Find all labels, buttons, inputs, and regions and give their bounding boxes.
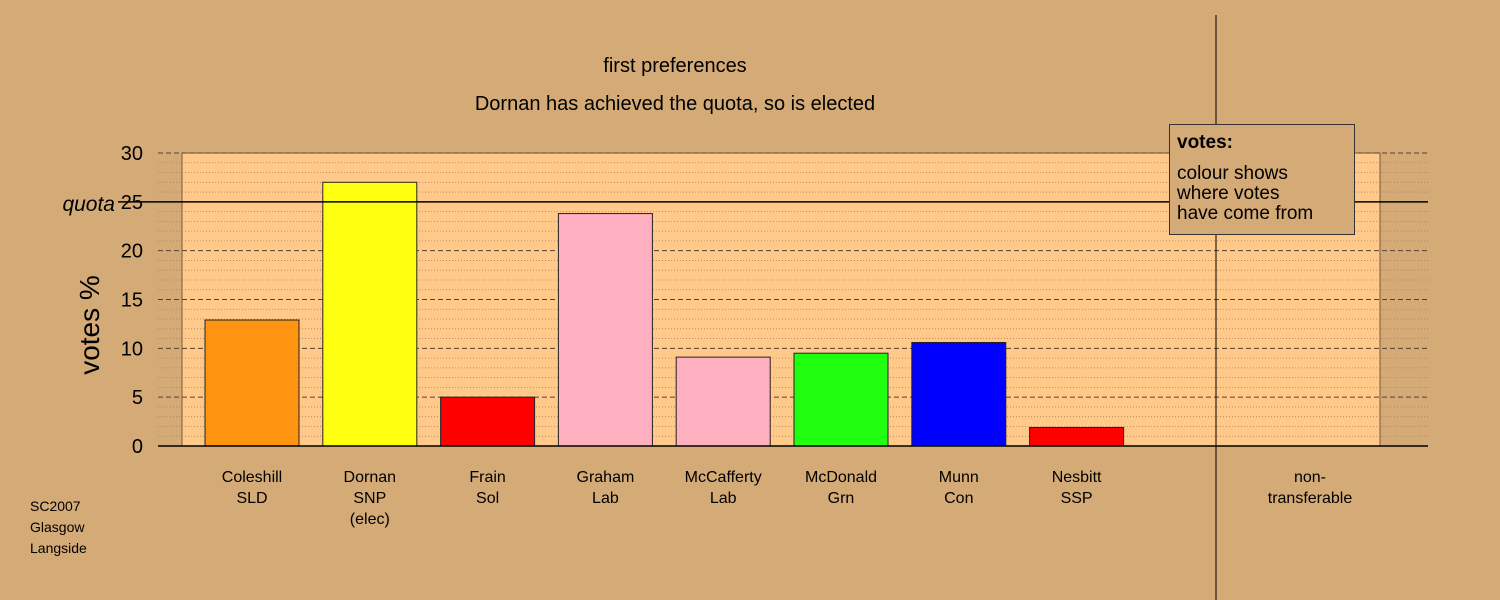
legend-title: votes:	[1177, 132, 1233, 153]
category-label: McDonald	[805, 469, 877, 486]
bar	[322, 181, 418, 447]
category-label: McCafferty	[685, 469, 762, 486]
bar	[675, 356, 771, 447]
chart-title: first preferences	[603, 55, 746, 77]
category-label: SLD	[236, 490, 267, 507]
bar	[440, 396, 536, 447]
bars	[204, 181, 1125, 447]
y-tick-label: 20	[121, 241, 143, 263]
category-label: Munn	[939, 469, 979, 486]
axes: Coleshill SLD Dornan SNP (elec) Frain Sol Graha…	[118, 15, 1428, 600]
bar	[1029, 426, 1125, 447]
bar	[911, 341, 1007, 447]
category-label: Nesbitt	[1052, 469, 1102, 486]
constituency-label: SC2007 Glasgow Langside	[30, 496, 87, 559]
category-label: Sol	[476, 490, 499, 507]
category-label: non-	[1294, 469, 1326, 486]
bar	[204, 319, 300, 447]
y-tick-label: 5	[132, 387, 143, 409]
y-axis-label: votes %	[74, 275, 105, 375]
constituency-line: Glasgow	[30, 519, 85, 535]
category-label: Dornan	[344, 469, 396, 486]
category-label: Con	[944, 490, 973, 507]
category-label: transferable	[1268, 490, 1353, 507]
bar	[793, 352, 889, 447]
category-label: Lab	[710, 490, 737, 507]
category-label: SSP	[1061, 490, 1093, 507]
chart-subtitle: Dornan has achieved the quota, so is ele…	[475, 93, 875, 115]
legend-line: where votes	[1177, 183, 1280, 204]
category-label: Coleshill	[222, 469, 282, 486]
y-tick-label: 25	[121, 192, 143, 214]
y-tick-label: 30	[121, 143, 143, 165]
y-tick-label: 0	[132, 436, 143, 458]
y-tick-label: 15	[121, 290, 143, 312]
constituency-line: Langside	[30, 540, 87, 556]
y-tick-label: 10	[121, 338, 143, 360]
quota-label: quota	[62, 193, 115, 216]
category-label: Graham	[577, 469, 635, 486]
bar	[557, 213, 653, 447]
category-label: Grn	[828, 490, 855, 507]
constituency-line: SC2007	[30, 498, 81, 514]
legend: votes: colour shows where votes have com…	[1169, 124, 1355, 235]
category-label: (elec)	[350, 511, 390, 528]
category-label: Frain	[469, 469, 505, 486]
legend-line: colour shows	[1177, 163, 1288, 184]
category-label: SNP	[353, 490, 386, 507]
category-label: Lab	[592, 490, 619, 507]
legend-line: have come from	[1177, 203, 1314, 224]
